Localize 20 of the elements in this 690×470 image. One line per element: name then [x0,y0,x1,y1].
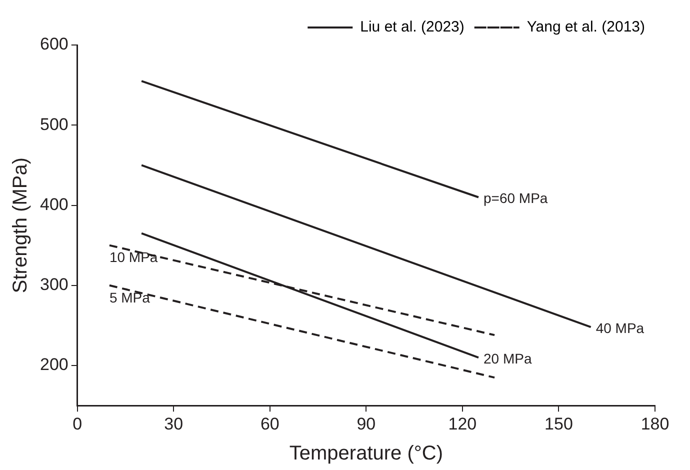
y-tick-label: 200 [40,355,68,374]
x-tick-label: 120 [448,414,477,434]
legend-label: Liu et al. (2023) [360,18,464,36]
annotation: 40 MPa [596,320,644,336]
annotation: 5 MPa [109,289,150,306]
x-tick-label: 180 [640,414,670,434]
x-tick-label: 150 [544,414,573,434]
y-tick-label: 600 [40,34,68,54]
x-tick-label: 60 [260,414,280,434]
y-tick-label: 400 [40,194,68,214]
y-tick-label: 500 [40,114,68,134]
x-tick-label: 90 [356,414,376,434]
y-axis-title: Strength (MPa) [10,157,32,294]
legend-label: Yang et al. (2013) [526,18,646,36]
annotation: p=60 MPa [484,190,548,206]
annotation: 20 MPa [484,350,532,366]
y-tick-label: 300 [40,275,68,294]
x-tick-label: 0 [72,414,82,434]
x-axis-title: Temperature (°C) [289,442,443,465]
x-tick-label: 30 [164,414,184,434]
